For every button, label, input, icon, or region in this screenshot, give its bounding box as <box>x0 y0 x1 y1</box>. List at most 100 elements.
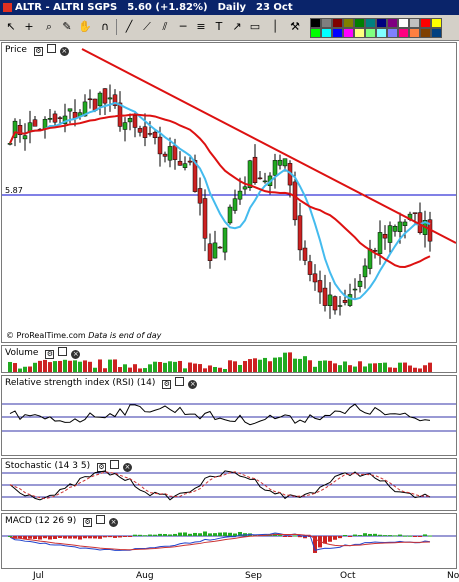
volume-bar <box>298 358 302 372</box>
channel-icon[interactable]: ⫽ <box>162 20 168 33</box>
macd-histogram-bar <box>208 533 212 536</box>
palette-color-swatch[interactable] <box>354 18 365 28</box>
close-icon[interactable]: × <box>59 47 69 56</box>
pointer-icon[interactable]: ↖ <box>6 20 16 33</box>
macd-histogram-bar <box>68 536 72 539</box>
volume-bar <box>133 364 137 372</box>
palette-color-swatch[interactable] <box>343 18 354 28</box>
macd-histogram-bar <box>153 534 157 536</box>
price-chart[interactable]: 5.87 <box>2 43 456 342</box>
maximize-icon[interactable] <box>46 44 56 53</box>
macd-histogram-bar <box>418 536 422 537</box>
arrow-icon[interactable]: ↗ <box>232 20 242 33</box>
text-icon[interactable]: T <box>215 20 223 33</box>
palette-color-swatch[interactable] <box>343 28 354 38</box>
macd-histogram-bar <box>98 536 102 539</box>
candle-body <box>207 243 213 261</box>
palette-color-swatch[interactable] <box>431 28 442 38</box>
rsi-line <box>9 403 431 426</box>
palette-color-swatch[interactable] <box>321 18 332 28</box>
ray-icon[interactable]: ⟋ <box>143 20 151 33</box>
close-icon[interactable]: × <box>71 350 81 359</box>
horizontal-line-icon[interactable]: ─ <box>179 20 187 33</box>
hand-icon[interactable]: ✋ <box>78 20 92 33</box>
palette-color-swatch[interactable] <box>409 28 420 38</box>
candle-body <box>87 98 93 101</box>
volume-bar <box>273 357 277 372</box>
vertical-line-icon[interactable]: │ <box>271 20 279 33</box>
fibonacci-icon[interactable]: ≡ <box>196 20 206 33</box>
zoom-icon[interactable]: ⌕ <box>45 20 53 33</box>
volume-bar <box>28 366 32 372</box>
palette-color-swatch[interactable] <box>376 18 387 28</box>
line-icon[interactable]: ╱ <box>125 20 133 33</box>
palette-color-swatch[interactable] <box>332 28 343 38</box>
candle-body <box>232 198 238 211</box>
macd-histogram-bar <box>198 533 202 536</box>
macd-histogram-bar <box>278 535 282 537</box>
palette-color-swatch[interactable] <box>431 18 442 28</box>
palette-color-swatch[interactable] <box>409 18 420 28</box>
palette-color-swatch[interactable] <box>398 28 409 38</box>
palette-color-swatch[interactable] <box>365 18 376 28</box>
palette-color-swatch[interactable] <box>387 28 398 38</box>
maximize-icon[interactable] <box>109 460 119 469</box>
macd-panel: MACD (12 26 9) ⚙ × <box>1 513 457 569</box>
rsi-panel-header: Relative strength index (RSI) (14) ⚙ × <box>2 376 198 390</box>
settings-wrench-icon[interactable]: ⚙ <box>83 518 93 527</box>
palette-color-swatch[interactable] <box>321 28 332 38</box>
macd-histogram-bar <box>43 536 47 539</box>
maximize-icon[interactable] <box>96 515 106 524</box>
close-icon[interactable]: × <box>188 380 198 389</box>
palette-color-swatch[interactable] <box>387 18 398 28</box>
macd-histogram-bar <box>8 536 12 537</box>
palette-color-swatch[interactable] <box>310 28 321 38</box>
rsi-chart[interactable] <box>2 376 456 455</box>
settings-wrench-icon[interactable]: ⚙ <box>162 380 172 389</box>
tools-icon[interactable]: ⚒ <box>290 20 300 33</box>
volume-bar <box>138 368 142 372</box>
candle-body <box>102 88 108 104</box>
macd-chart[interactable] <box>2 514 456 568</box>
macd-histogram-bar <box>368 533 372 536</box>
close-icon[interactable]: × <box>109 518 119 527</box>
macd-histogram-bar <box>238 531 242 536</box>
title-symbol: ALTR - ALTRI SGPS <box>15 2 118 13</box>
volume-bar <box>338 365 342 372</box>
settings-wrench-icon[interactable]: ⚙ <box>45 350 55 359</box>
maximize-icon[interactable] <box>58 347 68 356</box>
brush-icon[interactable]: ✎ <box>62 20 72 33</box>
macd-histogram-bar <box>293 535 297 537</box>
palette-color-swatch[interactable] <box>310 18 321 28</box>
volume-chart[interactable] <box>2 346 456 372</box>
palette-color-swatch[interactable] <box>376 28 387 38</box>
macd-histogram-bar <box>148 534 152 536</box>
palette-color-swatch[interactable] <box>332 18 343 28</box>
rectangle-icon[interactable]: ▭ <box>249 20 261 33</box>
palette-color-swatch[interactable] <box>354 28 365 38</box>
close-icon[interactable]: × <box>122 463 132 472</box>
stochastic-chart[interactable] <box>2 459 456 510</box>
candle-body <box>137 128 143 133</box>
macd-histogram-bar <box>128 536 132 537</box>
settings-wrench-icon[interactable]: ⚙ <box>33 47 43 56</box>
volume-bar <box>18 368 22 372</box>
credit-note: Data is end of day <box>88 331 162 340</box>
macd-histogram-bar <box>63 536 67 539</box>
volume-bar <box>268 361 272 372</box>
title-price: 5.60 (+1.82%) <box>127 2 208 13</box>
macd-histogram-bar <box>123 536 127 537</box>
candle-body <box>362 265 368 278</box>
macd-histogram-bar <box>193 532 197 536</box>
maximize-icon[interactable] <box>175 377 185 386</box>
palette-color-swatch[interactable] <box>420 28 431 38</box>
palette-color-swatch[interactable] <box>398 18 409 28</box>
palette-color-swatch[interactable] <box>420 18 431 28</box>
cross-icon[interactable]: + <box>24 20 34 33</box>
palette-color-swatch[interactable] <box>365 28 376 38</box>
macd-histogram-bar <box>158 533 162 536</box>
magnet-icon[interactable]: ∩ <box>100 20 110 33</box>
macd-histogram-bar <box>403 535 407 537</box>
candle-body <box>162 153 168 157</box>
macd-histogram-bar <box>188 533 192 536</box>
